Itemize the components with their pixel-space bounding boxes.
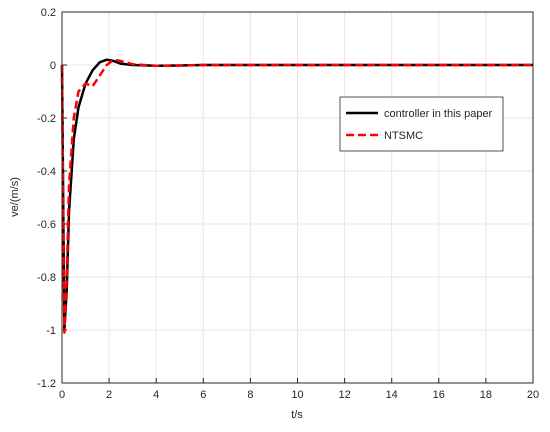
x-tick-label: 4 [153, 389, 159, 401]
x-tick-label: 2 [106, 389, 112, 401]
y-axis-label: ve/(m/s) [9, 177, 21, 217]
y-tick-label: -0.6 [37, 219, 56, 231]
x-tick-label: 16 [433, 389, 445, 401]
x-axis-label: t/s [291, 409, 303, 421]
x-tick-label: 12 [338, 389, 350, 401]
x-tick-label: 10 [291, 389, 303, 401]
legend-box [339, 96, 504, 152]
x-tick-label: 8 [247, 389, 253, 401]
y-tick-label: -1 [46, 325, 56, 337]
y-tick-label: -0.4 [37, 166, 56, 178]
y-tick-label: 0.2 [41, 7, 56, 19]
legend-label: controller in this paper [384, 108, 493, 120]
legend: controller in this paper NTSMC [339, 96, 504, 152]
y-tick-label: 0 [50, 60, 56, 72]
x-tick-label: 14 [386, 389, 398, 401]
y-tick-label: -0.8 [37, 272, 56, 284]
legend-label: NTSMC [384, 130, 423, 142]
y-tick-label: -0.2 [37, 113, 56, 125]
x-tick-label: 20 [527, 389, 539, 401]
x-tick-label: 18 [480, 389, 492, 401]
x-tick-label: 0 [59, 389, 65, 401]
axes-box [61, 11, 534, 384]
x-tick-label: 6 [200, 389, 206, 401]
line-series [60, 58, 533, 334]
y-tick-label: -1.2 [37, 378, 56, 390]
